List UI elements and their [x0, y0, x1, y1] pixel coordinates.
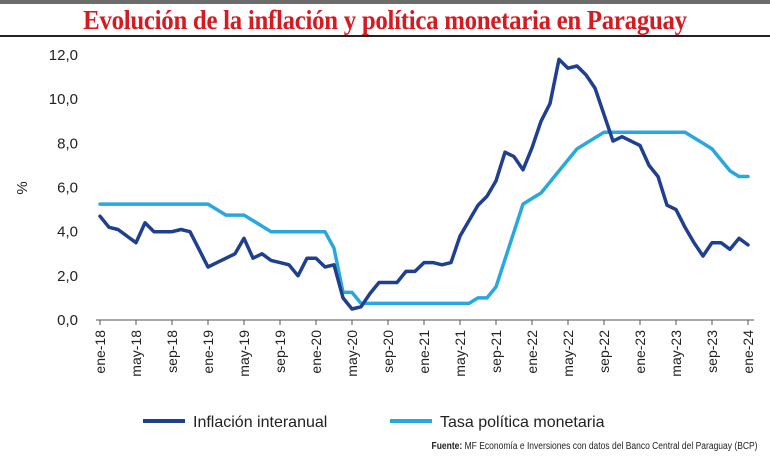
- title-divider: [0, 35, 770, 37]
- source-text: MF Economía e Inversiones con datos del …: [465, 441, 758, 452]
- x-tick-label: ene-20: [308, 330, 324, 374]
- x-tick-label: may-18: [128, 330, 144, 377]
- y-axis-label: %: [14, 181, 31, 194]
- y-tick-label: 10,0: [49, 91, 78, 108]
- x-tick-label: may-23: [668, 330, 684, 377]
- x-tick-label: ene-18: [92, 330, 108, 374]
- y-tick-label: 0,0: [57, 312, 78, 329]
- x-tick-label: sep-18: [164, 330, 180, 373]
- x-tick-label: may-22: [560, 330, 576, 377]
- x-tick-label: sep-19: [272, 330, 288, 373]
- x-tick-label: ene-23: [632, 330, 648, 374]
- top-bar: [0, 0, 770, 4]
- y-tick-label: 8,0: [57, 135, 78, 152]
- source-label: Fuente:: [432, 441, 463, 452]
- y-tick-label: 2,0: [57, 268, 78, 285]
- legend-label: Inflación interanual: [193, 414, 327, 431]
- series-line-tasa-politica-monetaria: [98, 130, 750, 306]
- y-tick-label: 4,0: [57, 224, 78, 241]
- x-tick-label: ene-19: [200, 330, 216, 374]
- x-tick-label: ene-24: [740, 330, 756, 374]
- x-tick-label: may-19: [236, 330, 252, 377]
- legend-label: Tasa política monetaria: [440, 414, 605, 431]
- x-tick-label: may-20: [344, 330, 360, 377]
- series-line-inflacion-interanual: [98, 57, 750, 311]
- source-note: Fuente: MF Economía e Inversiones con da…: [432, 441, 758, 452]
- x-tick-label: sep-23: [704, 330, 720, 373]
- x-tick-label: sep-20: [380, 330, 396, 373]
- x-tick-label: sep-22: [596, 330, 612, 373]
- x-tick-label: sep-21: [488, 330, 504, 373]
- chart-title: Evolución de la inflación y política mon…: [83, 5, 687, 35]
- x-tick-label: ene-21: [416, 330, 432, 374]
- x-tick-label: ene-22: [524, 330, 540, 374]
- y-tick-label: 6,0: [57, 180, 78, 197]
- x-tick-label: may-21: [452, 330, 468, 377]
- y-tick-label: 12,0: [49, 47, 78, 64]
